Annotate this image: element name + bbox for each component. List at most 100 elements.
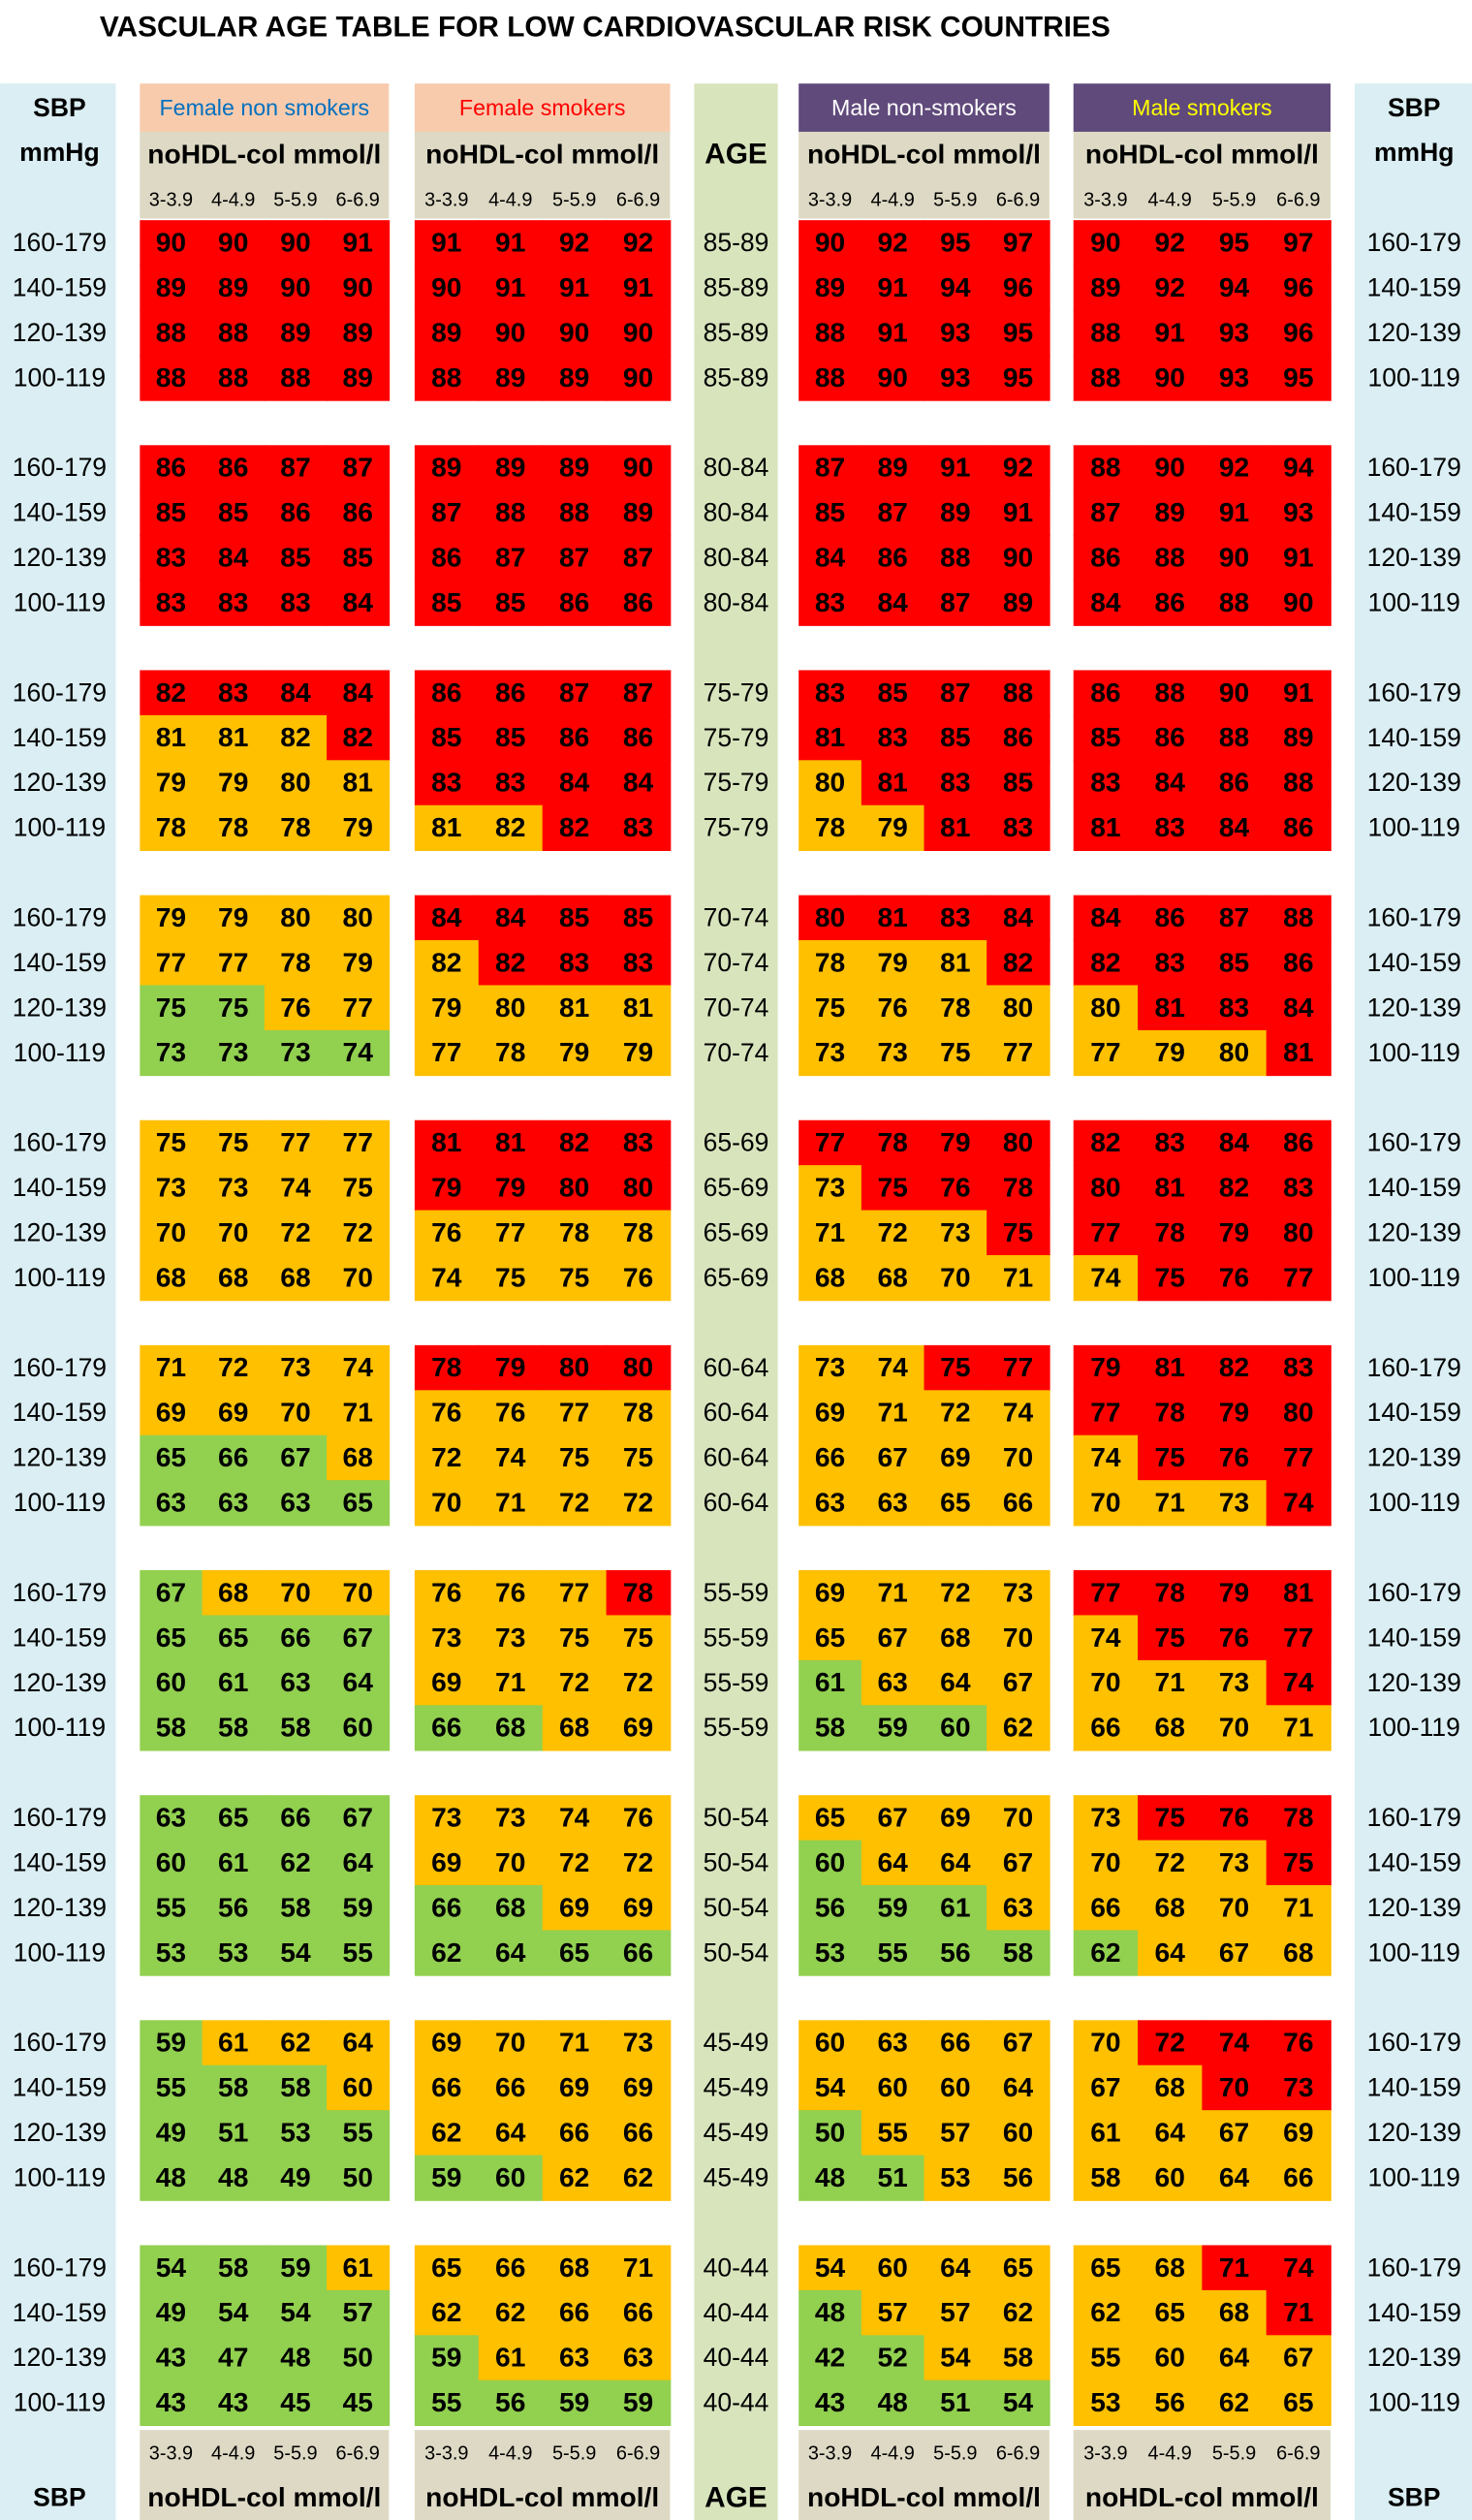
sbp-row-label: 120-139: [1367, 2343, 1461, 2372]
risk-cell: [1266, 1119, 1331, 1166]
sbp-unit: mmHg: [1374, 138, 1455, 167]
vascular-age: 55: [877, 1937, 907, 1968]
vascular-age: 88: [218, 316, 248, 347]
vascular-age: 60: [156, 1666, 186, 1697]
risk-cell: [414, 489, 480, 536]
sbp-row-label: 160-179: [13, 677, 107, 707]
sbp-row-label: 160-179: [1367, 2252, 1461, 2282]
sbp-row-label: 120-139: [1367, 1443, 1461, 1472]
risk-cell: [987, 1930, 1050, 1976]
vascular-age: 78: [495, 1036, 525, 1067]
risk-cell: [861, 1434, 925, 1481]
vascular-age: 50: [815, 2116, 845, 2147]
risk-cell: [861, 1480, 925, 1527]
age-row-label: 40-44: [704, 2252, 769, 2282]
risk-cell: [987, 760, 1050, 806]
risk-cell: [542, 804, 608, 851]
vascular-age: 75: [1155, 1622, 1185, 1653]
vascular-age: 89: [1155, 496, 1185, 527]
chol-bin: 6-6.9: [336, 2442, 380, 2464]
risk-cell: [140, 940, 204, 987]
panel-name: Male smokers: [1132, 95, 1271, 120]
sbp-row-label: 140-159: [1367, 948, 1461, 977]
vascular-age: 68: [1283, 1937, 1313, 1968]
risk-cell: [799, 804, 862, 851]
vascular-age: 83: [431, 767, 461, 798]
risk-cell: [202, 2020, 266, 2066]
vascular-age: 79: [218, 901, 248, 932]
vascular-age: 48: [156, 2161, 186, 2192]
vascular-age: 88: [156, 362, 186, 393]
vascular-age: 76: [495, 1397, 525, 1428]
vascular-age: 85: [495, 586, 525, 617]
vascular-age: 74: [1003, 1397, 1034, 1428]
risk-cell: [924, 1615, 988, 1661]
vascular-age: 51: [940, 2386, 970, 2417]
risk-cell: [140, 895, 204, 941]
risk-cell: [924, 310, 988, 357]
vascular-age: 66: [1283, 2161, 1313, 2192]
vascular-age: 81: [815, 721, 845, 752]
vascular-age: 89: [343, 316, 373, 347]
sbp-row-label: 140-159: [1367, 2298, 1461, 2327]
vascular-age: 92: [559, 226, 589, 257]
risk-cell: [799, 1705, 862, 1751]
sbp-row-label: 100-119: [14, 1488, 106, 1517]
sbp-row-label: 160-179: [13, 1128, 107, 1157]
risk-cell: [140, 265, 204, 311]
risk-cell: [414, 804, 480, 851]
risk-cell: [1138, 940, 1204, 987]
vascular-age: 78: [877, 1126, 907, 1157]
risk-cell: [1266, 220, 1331, 267]
risk-cell: [202, 445, 266, 491]
vascular-age: 72: [559, 1846, 589, 1877]
risk-cell: [414, 2020, 480, 2066]
vascular-age: 89: [1283, 721, 1313, 752]
risk-cell: [1266, 985, 1331, 1031]
vascular-age: 60: [940, 1712, 970, 1743]
risk-cell: [140, 1705, 204, 1751]
vascular-age: 80: [343, 901, 373, 932]
vascular-age: 89: [495, 362, 525, 393]
risk-cell: [1138, 670, 1204, 716]
sbp-row-label: 120-139: [13, 1217, 107, 1246]
risk-cell: [478, 1570, 544, 1617]
risk-cell: [202, 1570, 266, 1617]
age-row-label: 75-79: [704, 813, 769, 842]
vascular-age: 79: [1219, 1216, 1249, 1247]
vascular-age: 67: [877, 1441, 907, 1472]
risk-cell: [264, 265, 328, 311]
risk-cell: [264, 1840, 328, 1886]
vascular-age: 85: [877, 677, 907, 708]
vascular-age: 85: [1219, 946, 1249, 977]
panel-header-bg: [414, 83, 671, 132]
vascular-age: 78: [156, 811, 186, 842]
vascular-age: 83: [559, 946, 589, 977]
vascular-age: 82: [559, 1126, 589, 1157]
vascular-age: 73: [877, 1036, 907, 1067]
vascular-age: 89: [815, 271, 845, 302]
vascular-age: 62: [1219, 2386, 1249, 2417]
risk-cell: [1073, 2064, 1139, 2111]
vascular-age: 78: [559, 1216, 589, 1247]
risk-cell: [1073, 1615, 1139, 1661]
vascular-age: 73: [431, 1622, 461, 1653]
vascular-age: 59: [431, 2161, 461, 2192]
vascular-age: 84: [280, 677, 311, 708]
vascular-age: 78: [1155, 1216, 1185, 1247]
vascular-age: 64: [940, 2252, 971, 2283]
sbp-row-label: 120-139: [1367, 543, 1461, 572]
risk-cell: [861, 489, 925, 536]
risk-cell: [1266, 1344, 1331, 1392]
risk-cell: [327, 804, 391, 851]
risk-cell: [606, 1210, 672, 1256]
risk-cell: [202, 1255, 266, 1302]
risk-cell: [542, 580, 608, 626]
risk-cell: [264, 1885, 328, 1932]
sbp-row-label: 140-159: [13, 1173, 107, 1202]
vascular-age: 61: [1090, 2116, 1120, 2147]
vascular-age: 69: [559, 2071, 589, 2102]
vascular-age: 59: [559, 2386, 589, 2417]
vascular-age: 69: [1283, 2116, 1313, 2147]
